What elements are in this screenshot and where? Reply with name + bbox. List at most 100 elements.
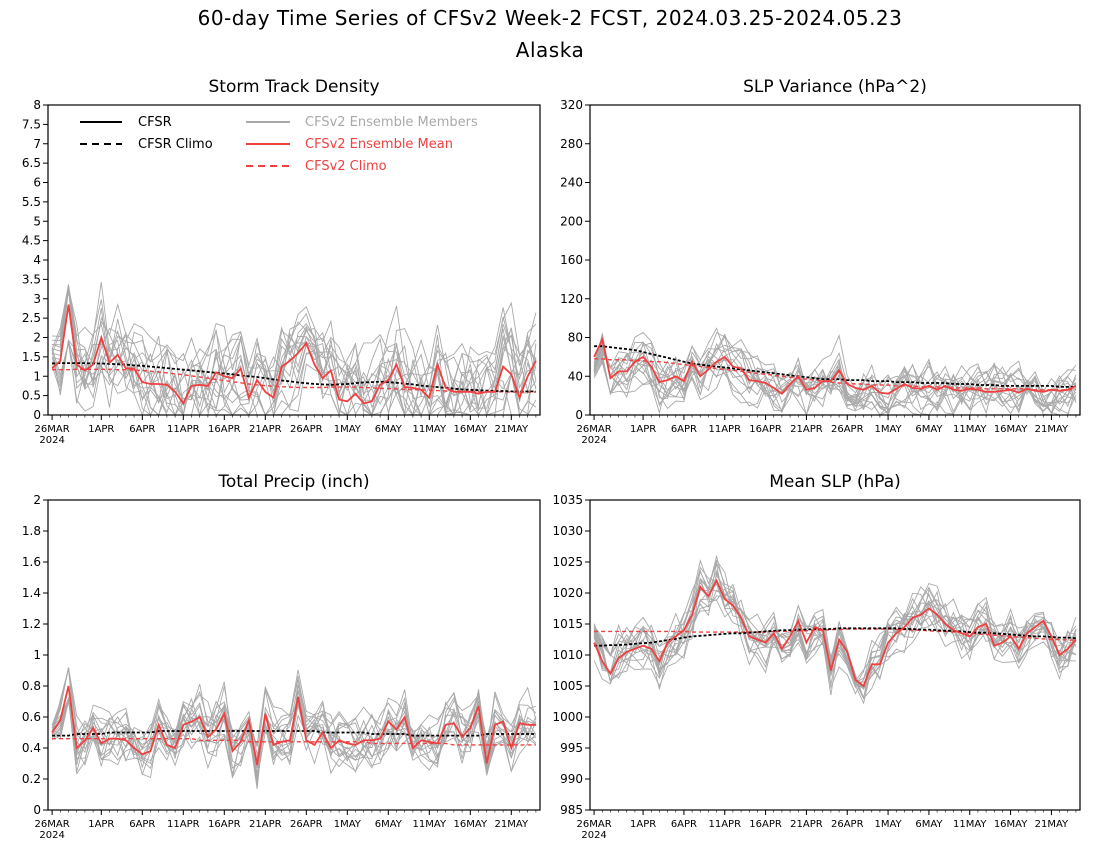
- x-tick-label: 6APR: [671, 424, 697, 435]
- y-tick-label: 240: [560, 176, 583, 190]
- y-tick-label: 1020: [552, 586, 583, 600]
- x-tick-label: 11APR: [708, 424, 741, 435]
- x-tick-label: 1APR: [630, 424, 656, 435]
- x-tick-label: 1APR: [88, 424, 114, 435]
- panel-title: SLP Variance (hPa^2): [743, 77, 927, 97]
- ensemble-member-line: [52, 286, 537, 417]
- y-tick-label: 2.5: [22, 311, 41, 325]
- panel-mean-slp: Mean SLP (hPa) 985 990 995 1000 1005 1010 1015…: [552, 472, 1081, 841]
- ensemble-member-line: [51, 284, 537, 416]
- x-tick-label: 11MAY: [413, 819, 447, 830]
- ensemble-member-line: [593, 341, 1077, 416]
- plot-frame: [47, 499, 541, 811]
- x-tick-label: 21APR: [249, 819, 282, 830]
- ensemble-member-line: [593, 335, 1077, 416]
- ensemble-member-line: [51, 323, 536, 416]
- cfsv2-climo-line: [594, 628, 1076, 641]
- y-tick-label: 1: [33, 369, 41, 383]
- panel-title: Mean SLP (hPa): [769, 472, 901, 492]
- y-tick-label: 1.5: [22, 350, 41, 364]
- y-tick-label: 0.4: [22, 741, 41, 755]
- figure-title: 60-day Time Series of CFSv2 Week-2 FCST,…: [198, 6, 903, 30]
- y-tick-label: 1030: [552, 524, 583, 538]
- y-tick-label: 1.2: [22, 617, 41, 631]
- x-tick-label: 26MAR: [35, 424, 70, 435]
- y-tick-label: 40: [568, 369, 583, 383]
- x-tick-label: 21APR: [249, 424, 282, 435]
- ensemble-member-line: [593, 595, 1077, 688]
- x-tick-label: 26APR: [831, 424, 864, 435]
- ensemble-member-line: [593, 332, 1077, 416]
- ensemble-mean-line: [593, 578, 1077, 688]
- ensemble-member-line: [593, 569, 1077, 695]
- x-tick-label: 21MAY: [495, 424, 529, 435]
- x-year-label: 2024: [581, 830, 606, 841]
- x-tick-label: 21MAY: [495, 819, 529, 830]
- x-tick-label: 6MAY: [915, 819, 943, 830]
- cfsr-climo-line: [52, 362, 536, 393]
- ensemble-member-line: [51, 319, 537, 417]
- y-tick-label: 6.5: [22, 156, 41, 170]
- panel-title: Storm Track Density: [208, 77, 379, 97]
- y-tick-label: 1015: [552, 617, 583, 631]
- panel-total-precip: Total Precip (inch) 0 0.2 0.4 0.6 0.8 1 1.2 1.4…: [22, 472, 541, 841]
- ensemble-member-line: [52, 285, 537, 417]
- x-tick-label: 21APR: [790, 424, 823, 435]
- ensemble-mean-line: [51, 685, 536, 766]
- y-tick-label: 0: [33, 408, 41, 422]
- ensemble-member-line: [51, 667, 536, 777]
- x-tick-label: 6APR: [129, 819, 155, 830]
- y-tick-label: 6: [33, 176, 41, 190]
- ensemble-members: [593, 327, 1077, 417]
- y-tick-label: 7: [33, 137, 41, 151]
- x-tick-label: 21MAY: [1035, 819, 1069, 830]
- panel-storm-track-density: Storm Track Density 0 0.5 1 1.5 2 2.5 3 3.5 4 4.5…: [22, 77, 541, 446]
- ensemble-member-line: [593, 333, 1077, 415]
- x-tick-label: 26MAR: [577, 819, 612, 830]
- y-tick-label: 200: [560, 214, 583, 228]
- x-tick-label: 1MAY: [874, 424, 902, 435]
- y-tick-label: 0.8: [22, 679, 41, 693]
- cfsv2-climo-line: [594, 358, 1076, 391]
- y-tick-label: 0.5: [22, 389, 41, 403]
- y-tick-label: 0.2: [22, 772, 41, 786]
- y-tick-label: 2: [33, 331, 41, 345]
- y-tick-label: 5.5: [22, 195, 41, 209]
- y-tick-label: 0: [33, 803, 41, 817]
- y-tick-label: 3.5: [22, 272, 41, 286]
- y-tick-label: 80: [568, 331, 583, 345]
- x-tick-label: 11MAY: [953, 424, 987, 435]
- ensemble-member-line: [51, 306, 537, 416]
- x-tick-label: 1APR: [88, 819, 114, 830]
- ensemble-member-line: [51, 668, 537, 779]
- ensemble-member-line: [52, 286, 537, 417]
- y-tick-label: 8: [33, 98, 41, 112]
- y-tick-label: 0.6: [22, 710, 41, 724]
- ensemble-member-line: [51, 288, 537, 417]
- x-tick-label: 11MAY: [953, 819, 987, 830]
- y-tick-label: 1: [33, 648, 41, 662]
- ensemble-member-line: [51, 289, 537, 416]
- y-tick-label: 3: [33, 292, 41, 306]
- y-tick-label: 995: [560, 741, 583, 755]
- x-year-label: 2024: [39, 435, 64, 446]
- ensemble-member-line: [51, 290, 537, 416]
- legend-label: CFSR Climo: [138, 137, 213, 152]
- y-tick-label: 985: [560, 803, 583, 817]
- ensemble-mean-line: [593, 336, 1077, 395]
- legend-label: CFSv2 Ensemble Members: [305, 115, 478, 130]
- ensemble-member-line: [593, 337, 1077, 409]
- x-tick-label: 26APR: [831, 819, 864, 830]
- x-tick-label: 16APR: [749, 424, 782, 435]
- x-tick-label: 1APR: [630, 819, 656, 830]
- x-tick-label: 11MAY: [413, 424, 447, 435]
- y-tick-label: 2: [33, 493, 41, 507]
- panel-title: Total Precip (inch): [217, 472, 369, 492]
- legend-label: CFSv2 Climo: [305, 159, 387, 174]
- y-tick-label: 4: [33, 253, 41, 267]
- legend-label: CFSR: [138, 115, 172, 130]
- y-tick-label: 4.5: [22, 234, 41, 248]
- y-tick-label: 7.5: [22, 117, 41, 131]
- x-tick-label: 16MAY: [994, 819, 1028, 830]
